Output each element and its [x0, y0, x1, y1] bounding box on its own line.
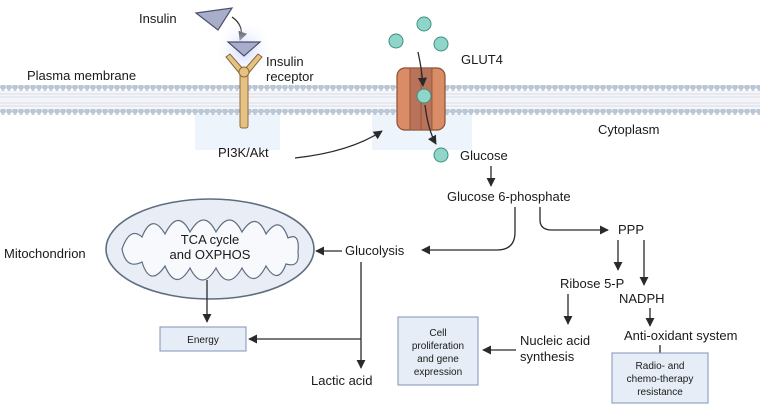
mitochondrion-label: Mitochondrion	[4, 246, 86, 261]
glucose-molecule-icon	[433, 147, 449, 163]
receptor-shade	[195, 110, 280, 150]
lactic-acid-label: Lactic acid	[311, 373, 372, 388]
glucose-molecule-icon	[416, 88, 432, 104]
nucleic-acid-label-1: Nucleic acid	[520, 333, 590, 348]
glucose-molecule-icon	[388, 33, 404, 49]
insulin-molecule-icon	[194, 7, 234, 31]
ribose-5p-label: Ribose 5-P	[560, 276, 624, 291]
nucleic-acid-label-2: synthesis	[520, 349, 575, 364]
pi3k-to-glut4-arrow	[294, 130, 383, 159]
energy-box-label: Energy	[187, 335, 219, 346]
cell-prolif-line-3: and gene	[417, 354, 459, 365]
tca-label-1: TCA cycle	[181, 232, 240, 247]
glucose-molecule-icon	[416, 16, 432, 32]
insulin-receptor-label-1: Insulin	[266, 54, 304, 69]
plasma-membrane-label: Plasma membrane	[27, 68, 136, 83]
bound-insulin-icon	[226, 41, 262, 57]
g6p-to-glycolysis-arrow	[421, 207, 516, 255]
glucose-molecules	[388, 16, 449, 163]
g6p-to-ppp-arrow	[539, 207, 609, 235]
resistance-box	[611, 352, 709, 404]
insulin-label: Insulin	[139, 11, 177, 26]
plasma-membrane	[0, 85, 760, 115]
glut4-label: GLUT4	[461, 52, 503, 67]
glucose-exit-arrow	[424, 104, 437, 145]
resistance-line-1: Radio- and	[636, 361, 685, 372]
glycolysis-label: Glucolysis	[345, 243, 405, 258]
glucose-6-phosphate-label: Glucose 6-phosphate	[447, 189, 571, 204]
cell-prolif-line-1: Cell	[429, 328, 446, 339]
cell-prolif-line-2: proliferation	[412, 341, 464, 352]
insulin-receptor-label-2: receptor	[266, 69, 314, 84]
cell-proliferation-box	[397, 316, 479, 386]
cytoplasm-label: Cytoplasm	[598, 122, 659, 137]
ppp-label: PPP	[618, 222, 644, 237]
antioxidant-label: Anti-oxidant system	[624, 328, 737, 343]
insulin-receptor-icon	[225, 53, 263, 129]
glucose-molecule-icon	[433, 36, 449, 52]
glucose-label: Glucose	[460, 148, 508, 163]
cell-prolif-line-4: expression	[414, 367, 462, 378]
nadph-label: NADPH	[619, 291, 665, 306]
mitochondrion-icon	[105, 198, 315, 300]
pi3k-akt-label: PI3K/Akt	[218, 145, 269, 160]
tca-label-2: and OXPHOS	[170, 247, 251, 262]
resistance-line-3: resistance	[637, 387, 683, 398]
energy-box	[159, 326, 247, 352]
resistance-line-2: chemo-therapy	[627, 374, 694, 385]
glucose-entry-arrow	[417, 51, 428, 87]
